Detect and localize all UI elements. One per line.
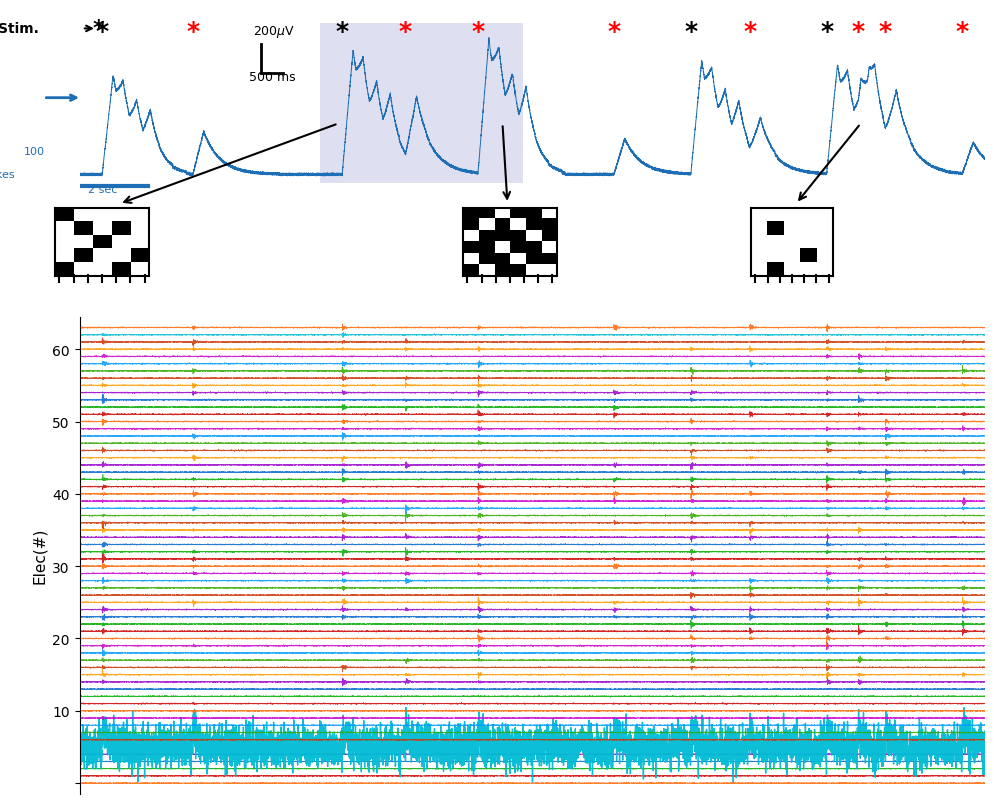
Y-axis label: Elec(#): Elec(#) <box>32 528 47 584</box>
Text: *: * <box>955 20 968 44</box>
Bar <box>319 6 523 184</box>
Text: *: * <box>684 20 697 44</box>
Text: 200$\mu$V: 200$\mu$V <box>252 24 295 40</box>
Text: *: * <box>878 20 891 44</box>
Text: *: * <box>471 20 484 44</box>
Text: *: * <box>851 20 864 44</box>
Text: 100: 100 <box>24 147 45 156</box>
Text: 500 ms: 500 ms <box>248 71 295 84</box>
Text: *: * <box>819 20 832 44</box>
Text: *: * <box>92 19 104 39</box>
Text: *: * <box>606 20 619 44</box>
Text: *: * <box>399 20 412 44</box>
Text: *: * <box>186 20 199 44</box>
Text: *: * <box>95 20 108 44</box>
Text: 2 sec: 2 sec <box>87 184 117 195</box>
Text: spikes: spikes <box>0 170 15 180</box>
Text: Stim.: Stim. <box>0 22 39 36</box>
Text: *: * <box>335 20 348 44</box>
Text: *: * <box>743 20 755 44</box>
